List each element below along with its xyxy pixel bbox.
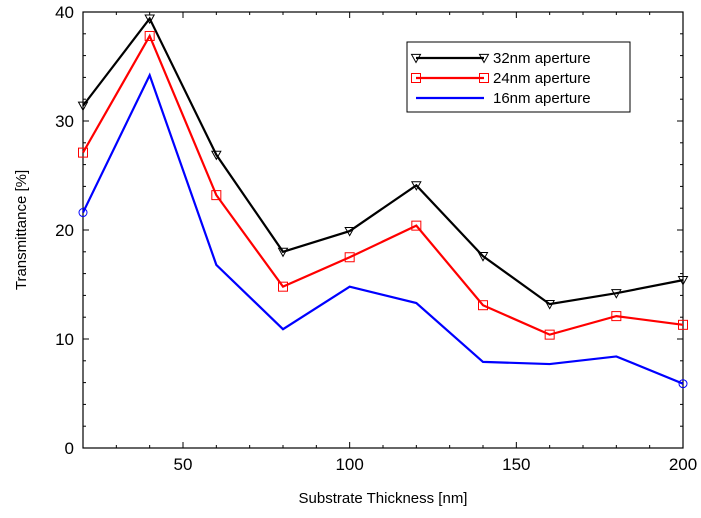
x-tick-label: 150 [502, 455, 530, 474]
triangle-marker [410, 53, 422, 64]
series-line [82, 72, 684, 385]
triangle-marker [344, 226, 356, 237]
square-marker [411, 73, 421, 83]
y-tick-label: 0 [65, 439, 74, 458]
series-line [82, 16, 684, 306]
triangle-marker [277, 247, 289, 258]
triangle-marker [210, 150, 222, 161]
series-2 [78, 72, 688, 389]
series-layer [77, 14, 689, 389]
triangle-marker [144, 14, 156, 25]
legend-label: 32nm aperture [493, 50, 591, 67]
axis-tick-labels: 50 100 150 200 0 10 20 30 40 [55, 3, 697, 474]
square-marker [78, 147, 88, 158]
y-tick-label: 20 [55, 221, 74, 240]
legend: 32nm aperture 24nm aperture 16nm aperture [406, 41, 631, 113]
triangle-marker [478, 53, 490, 64]
x-tick-label: 100 [335, 455, 363, 474]
square-marker [478, 300, 488, 311]
square-marker [211, 190, 222, 201]
y-tick-label: 10 [55, 330, 74, 349]
triangle-marker [410, 181, 422, 191]
x-axis-title: Substrate Thickness [nm] [299, 490, 468, 507]
y-tick-label: 40 [55, 3, 74, 22]
triangle-marker [610, 289, 622, 299]
square-marker [544, 329, 555, 340]
y-tick-label: 30 [55, 112, 74, 131]
square-marker [411, 220, 422, 231]
x-tick-label: 200 [669, 455, 697, 474]
square-marker [678, 319, 688, 330]
square-marker [144, 30, 155, 41]
triangle-marker [544, 300, 556, 310]
square-marker [479, 73, 489, 83]
legend-label: 24nm aperture [493, 70, 591, 87]
square-marker [344, 252, 355, 263]
triangle-marker [477, 252, 489, 262]
square-marker [278, 281, 288, 292]
circle-marker [678, 379, 688, 389]
circle-marker [78, 208, 88, 218]
legend-item-2: 16nm aperture [416, 90, 591, 107]
legend-label: 16nm aperture [493, 90, 591, 107]
series-line [82, 33, 684, 336]
triangle-marker [677, 276, 689, 286]
square-marker [611, 311, 622, 322]
legend-item-1: 24nm aperture [411, 70, 591, 87]
y-axis-title: Transmittance [%] [13, 170, 30, 290]
x-tick-label: 50 [174, 455, 193, 474]
axis-ticks [83, 11, 684, 449]
series-1 [78, 30, 688, 340]
triangle-marker [77, 101, 89, 112]
series-0 [77, 14, 689, 310]
legend-item-0: 32nm aperture [410, 50, 591, 67]
